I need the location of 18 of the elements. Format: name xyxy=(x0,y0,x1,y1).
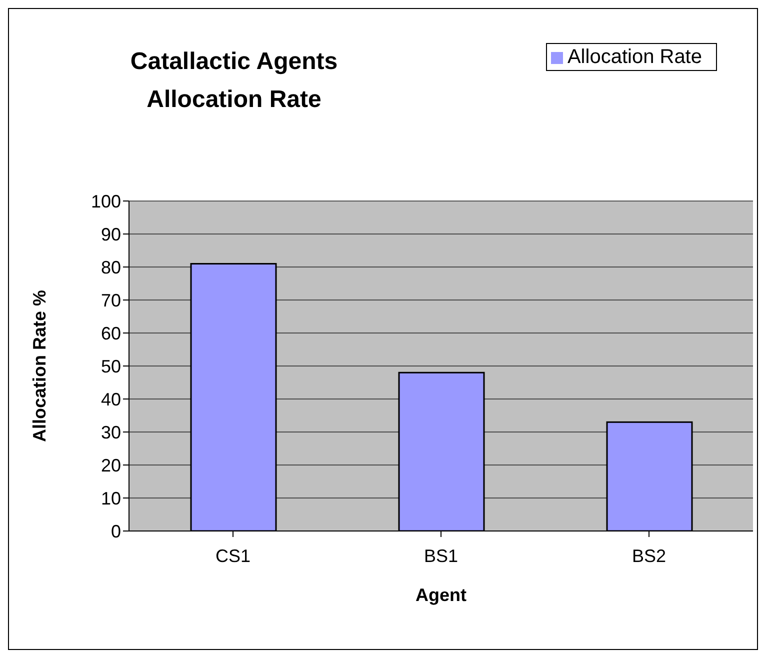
x-axis-title: Agent xyxy=(416,585,466,605)
y-tick-label: 50 xyxy=(100,356,121,376)
y-tick-label: 60 xyxy=(100,323,121,344)
y-tick-label: 40 xyxy=(100,389,121,410)
x-tick-label: BS2 xyxy=(632,546,666,566)
chart-title: Catallactic Agents Allocation Rate xyxy=(129,47,339,115)
y-tick-label: 70 xyxy=(100,290,121,310)
y-tick-label: 20 xyxy=(100,455,121,476)
x-tick-label: CS1 xyxy=(215,546,251,566)
y-tick-label: 10 xyxy=(100,488,121,508)
y-tick-label: 90 xyxy=(100,224,121,244)
y-tick-label: 100 xyxy=(90,191,121,212)
x-tick-label: BS1 xyxy=(424,546,458,566)
y-tick-label: 30 xyxy=(100,422,121,442)
y-tick-label: 80 xyxy=(100,257,121,278)
y-axis-title: Allocation Rate % xyxy=(29,290,50,442)
y-tick-label: 0 xyxy=(110,521,121,542)
legend-label: Allocation Rate xyxy=(567,46,702,68)
